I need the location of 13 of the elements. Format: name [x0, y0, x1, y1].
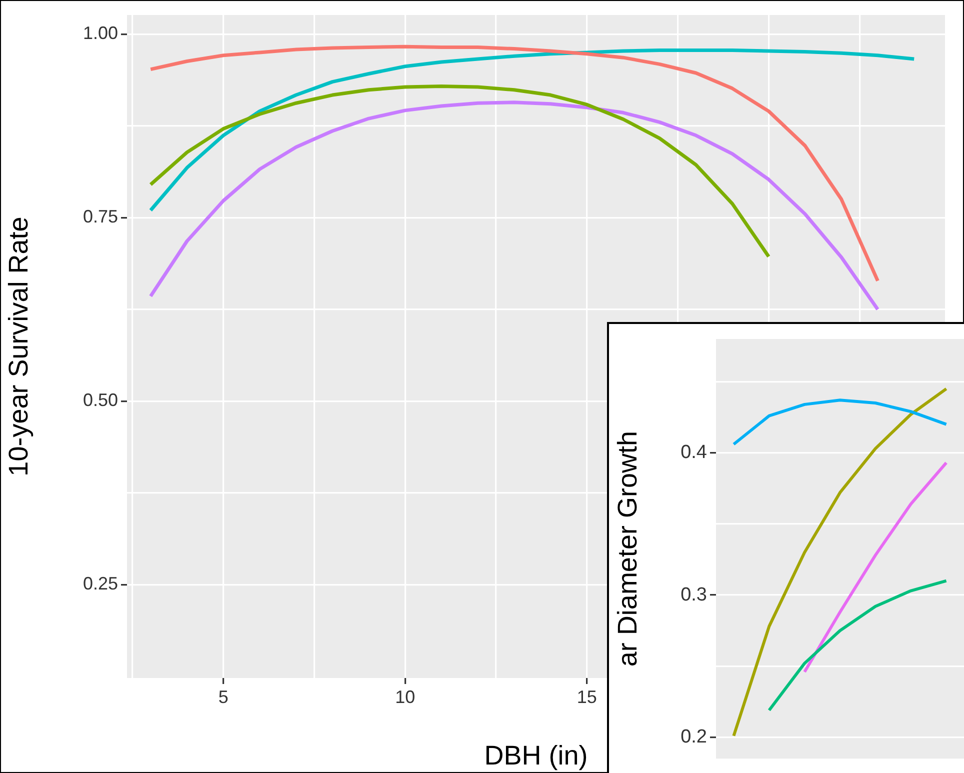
y-tick-label: 0.2 [680, 726, 707, 748]
x-axis-title: DBH (in) [484, 740, 588, 770]
x-tick-label: 10 [395, 686, 416, 707]
y-tick-label: 0.4 [680, 442, 708, 464]
y-axis-title: ar Diameter Growth [612, 431, 643, 667]
y-tick-label: 0.3 [680, 584, 707, 606]
y-tick-label: 0.75 [82, 206, 118, 227]
text: 0.50 [82, 390, 118, 410]
x-tick-label: 5 [218, 686, 228, 707]
y-axis-title: 10-year Survival Rate [4, 216, 34, 476]
y-tick-label: 0.25 [82, 574, 118, 594]
x-tick-label: 15 [576, 686, 597, 707]
text: 1.00 [82, 23, 118, 44]
